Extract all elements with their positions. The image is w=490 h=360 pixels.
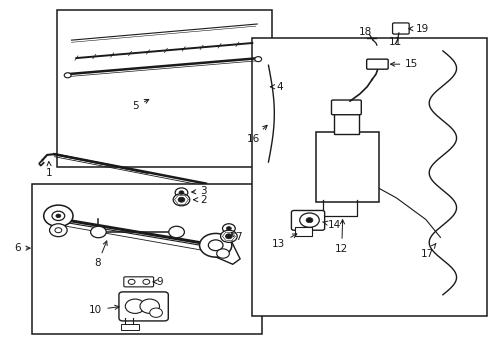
Text: 14: 14 [322,220,342,230]
Circle shape [175,188,188,197]
Text: 6: 6 [14,243,30,253]
FancyBboxPatch shape [124,277,154,287]
Circle shape [179,191,184,194]
FancyBboxPatch shape [292,211,325,230]
Circle shape [255,57,262,62]
Circle shape [226,226,231,230]
FancyBboxPatch shape [119,292,168,321]
Text: 1: 1 [46,162,53,178]
FancyBboxPatch shape [316,132,379,202]
FancyBboxPatch shape [392,23,409,34]
Text: 9: 9 [153,277,163,287]
Circle shape [173,194,190,206]
Text: 2: 2 [194,195,207,205]
Circle shape [128,279,135,284]
Text: 11: 11 [389,37,402,47]
Circle shape [64,73,71,78]
Text: 3: 3 [192,186,207,197]
Circle shape [220,230,237,242]
Circle shape [44,205,73,226]
Circle shape [217,249,229,258]
Text: 19: 19 [409,24,429,34]
Circle shape [125,299,145,314]
Circle shape [306,218,313,223]
Bar [57,10,272,167]
Text: 12: 12 [335,220,348,254]
Text: 17: 17 [421,243,436,258]
Circle shape [143,279,150,284]
Polygon shape [203,239,240,264]
Text: 4: 4 [270,82,283,92]
Text: 15: 15 [391,59,418,69]
Circle shape [300,213,319,227]
Text: 8: 8 [95,241,107,268]
Text: 7: 7 [231,232,242,242]
Circle shape [140,299,159,314]
Circle shape [55,228,62,233]
Text: 13: 13 [272,234,297,249]
Text: 18: 18 [358,27,371,37]
Text: 10: 10 [89,305,119,315]
Circle shape [56,214,61,218]
Circle shape [178,197,185,202]
Bar [32,184,262,334]
Bar [252,39,487,316]
FancyBboxPatch shape [122,324,140,330]
FancyBboxPatch shape [367,59,388,69]
Circle shape [91,226,106,238]
Circle shape [150,308,162,318]
Circle shape [169,226,184,238]
Circle shape [52,211,65,221]
Text: 16: 16 [246,125,267,144]
Circle shape [225,234,232,239]
Circle shape [49,224,67,237]
Text: 5: 5 [133,99,149,112]
FancyBboxPatch shape [334,113,359,134]
Circle shape [208,240,223,251]
Circle shape [199,233,232,257]
FancyBboxPatch shape [295,227,312,236]
Circle shape [222,224,235,233]
FancyBboxPatch shape [331,100,361,115]
